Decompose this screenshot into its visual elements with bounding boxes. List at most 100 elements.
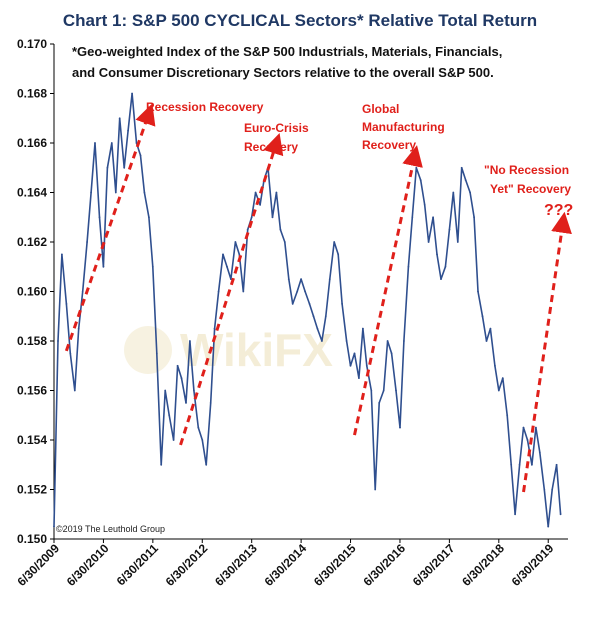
x-tick-label: 6/30/2018 bbox=[459, 541, 507, 589]
data-point bbox=[522, 426, 525, 429]
data-point bbox=[226, 265, 228, 268]
data-point bbox=[283, 241, 286, 243]
watermark: WikiFX bbox=[124, 324, 333, 376]
data-point bbox=[432, 216, 434, 219]
data-point bbox=[337, 253, 340, 256]
data-point bbox=[217, 290, 220, 293]
data-point bbox=[526, 439, 529, 441]
annotation-recession-recovery: Recession Recovery bbox=[146, 100, 264, 114]
data-point bbox=[460, 166, 463, 169]
data-point bbox=[419, 179, 422, 182]
annotation-global-mfg-line-1: Global bbox=[362, 102, 399, 116]
data-point bbox=[341, 303, 343, 305]
data-point bbox=[155, 352, 158, 355]
data-point bbox=[464, 179, 467, 182]
data-point bbox=[193, 389, 195, 392]
data-point bbox=[300, 278, 302, 280]
data-point bbox=[250, 216, 253, 219]
data-point bbox=[551, 488, 554, 491]
data-point bbox=[151, 265, 154, 268]
data-point bbox=[481, 315, 484, 318]
data-point bbox=[489, 327, 492, 330]
data-point bbox=[514, 513, 516, 516]
y-tick-label: 0.170 bbox=[17, 37, 47, 51]
data-point bbox=[390, 352, 393, 355]
recovery-arrows bbox=[64, 103, 572, 493]
data-point bbox=[65, 303, 68, 305]
data-point bbox=[279, 228, 282, 231]
series-points bbox=[53, 92, 562, 528]
data-point bbox=[506, 414, 509, 417]
data-point bbox=[423, 204, 426, 206]
data-point bbox=[143, 191, 146, 194]
data-point bbox=[436, 253, 438, 256]
data-point bbox=[362, 327, 364, 330]
data-point bbox=[328, 278, 331, 280]
data-point bbox=[172, 439, 175, 441]
data-point bbox=[321, 340, 323, 342]
data-point bbox=[110, 142, 113, 144]
data-point bbox=[106, 166, 109, 169]
data-point bbox=[148, 216, 150, 219]
data-point bbox=[312, 315, 315, 318]
data-point bbox=[259, 204, 261, 206]
data-point bbox=[452, 191, 455, 194]
data-point bbox=[531, 463, 533, 466]
data-point bbox=[201, 439, 204, 441]
data-point bbox=[477, 290, 479, 293]
chart-title: Chart 1: S&P 500 CYCLICAL Sectors* Relat… bbox=[63, 11, 537, 30]
recovery-arrow bbox=[179, 132, 284, 446]
data-point bbox=[61, 253, 63, 256]
data-point bbox=[114, 191, 117, 194]
data-point bbox=[316, 327, 319, 330]
series-line bbox=[53, 92, 562, 528]
subtitle: *Geo-weighted Index of the S&P 500 Indus… bbox=[72, 44, 502, 80]
data-point bbox=[160, 463, 163, 466]
annotation-question-marks: ??? bbox=[544, 202, 573, 219]
data-point bbox=[427, 241, 430, 243]
data-point bbox=[365, 364, 368, 367]
data-point bbox=[358, 377, 360, 379]
data-point bbox=[440, 278, 442, 280]
data-point bbox=[242, 290, 245, 293]
annotation-global-mfg-line-2: Manufacturing bbox=[362, 120, 445, 134]
x-tick-label: 6/30/2016 bbox=[360, 541, 408, 589]
x-axis-ticks: 6/30/2009 6/30/2010 6/30/2011 6/30/2012 6/30… bbox=[14, 539, 557, 589]
data-point bbox=[308, 303, 311, 305]
data-point bbox=[164, 389, 167, 392]
data-point bbox=[98, 216, 101, 219]
recovery-arrow bbox=[353, 145, 423, 436]
data-point bbox=[378, 402, 381, 404]
data-point bbox=[222, 253, 224, 256]
data-point bbox=[497, 389, 500, 392]
data-point bbox=[291, 303, 294, 305]
data-point bbox=[230, 278, 232, 280]
data-point bbox=[415, 166, 418, 169]
data-point bbox=[345, 340, 348, 342]
data-point bbox=[176, 364, 179, 367]
recovery-arrow bbox=[522, 211, 572, 493]
data-point bbox=[180, 377, 183, 379]
x-tick-label: 6/30/2013 bbox=[212, 541, 260, 589]
x-tick-label: 6/30/2017 bbox=[410, 541, 458, 589]
data-point bbox=[168, 414, 171, 417]
data-point bbox=[518, 463, 521, 466]
data-point bbox=[407, 265, 410, 268]
data-point bbox=[333, 241, 336, 243]
data-point bbox=[555, 463, 558, 466]
y-tick-label: 0.156 bbox=[17, 384, 47, 398]
data-point bbox=[370, 389, 373, 392]
y-tick-label: 0.158 bbox=[17, 334, 47, 348]
data-point bbox=[535, 426, 537, 429]
annotation-euro-crisis-line-2: Recovery bbox=[244, 140, 298, 154]
data-point bbox=[349, 364, 352, 367]
data-point bbox=[403, 340, 405, 342]
y-tick-label: 0.166 bbox=[17, 136, 47, 150]
data-point bbox=[57, 340, 59, 342]
watermark-logo-icon bbox=[124, 326, 172, 374]
data-point bbox=[510, 463, 513, 466]
data-point bbox=[209, 402, 212, 404]
data-point bbox=[139, 154, 142, 157]
